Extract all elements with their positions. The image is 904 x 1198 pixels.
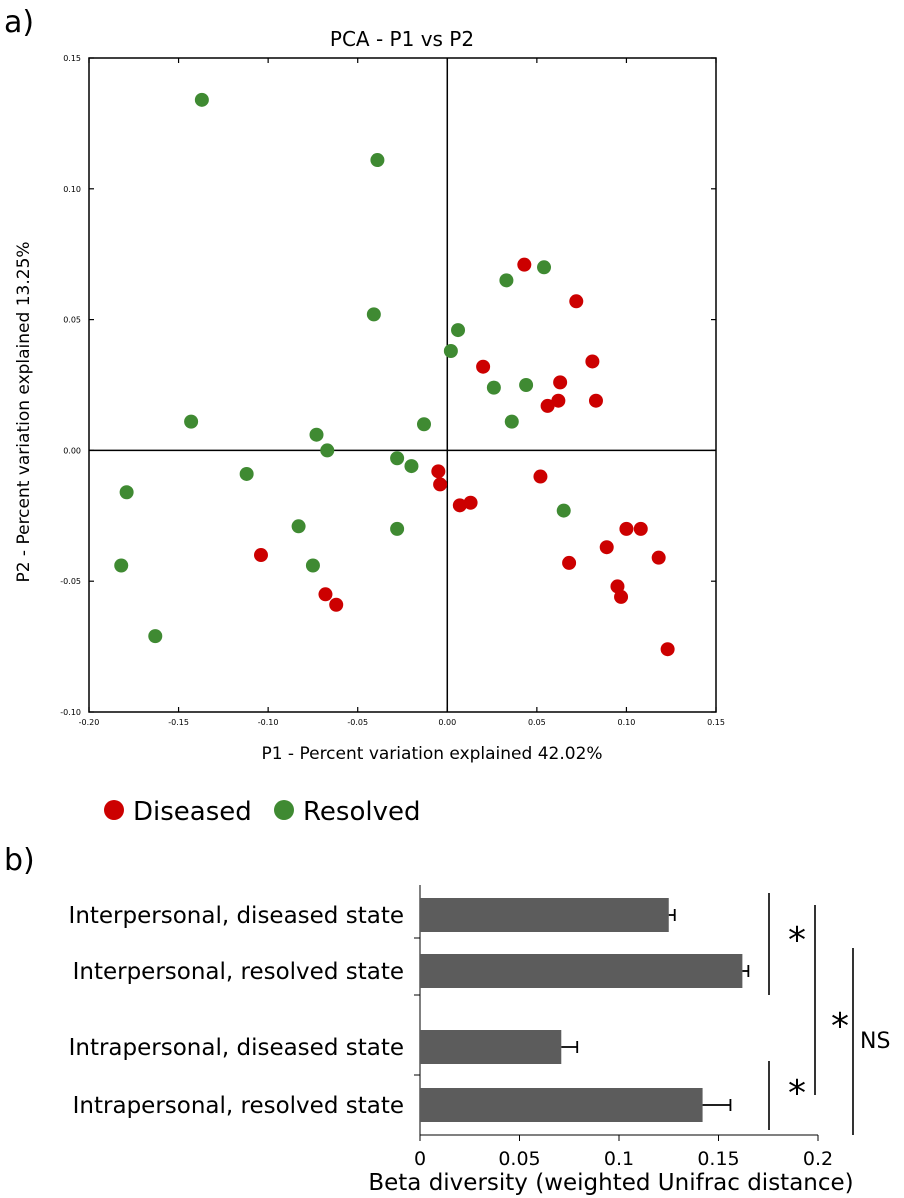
- bar-category-label: Intrapersonal, resolved state: [73, 1093, 404, 1119]
- legend-swatch-resolved: [274, 800, 294, 820]
- point-diseased: [253, 548, 268, 563]
- point-diseased: [476, 359, 491, 374]
- bar-category-label: Intrapersonal, diseased state: [69, 1035, 404, 1061]
- point-diseased: [553, 375, 568, 390]
- point-diseased: [433, 477, 448, 492]
- legend-label-resolved: Resolved: [303, 797, 420, 827]
- point-resolved: [194, 92, 209, 107]
- point-diseased: [651, 550, 666, 565]
- significance-label-ns: NS: [860, 1029, 890, 1054]
- bar-x-tick-label: 0.05: [498, 1148, 540, 1170]
- point-resolved: [519, 378, 534, 392]
- bar: [420, 1030, 562, 1064]
- pca-y-axis-label: P2 - Percent variation explained 13.25%: [14, 241, 34, 582]
- bar-x-tick-label: 0.1: [604, 1148, 634, 1170]
- bar-x-tick-label: 0: [414, 1148, 426, 1170]
- pca-x-tick-label: 0.10: [618, 718, 636, 727]
- point-resolved: [416, 417, 431, 432]
- point-resolved: [119, 485, 134, 500]
- legend-swatch-diseased: [104, 800, 124, 820]
- point-diseased: [463, 495, 478, 510]
- significance-label-star: *: [831, 1006, 849, 1047]
- point-resolved: [499, 273, 514, 288]
- point-diseased: [551, 393, 566, 408]
- point-diseased: [599, 540, 614, 555]
- pca-x-tick-label: 0.15: [707, 718, 725, 727]
- bar: [420, 898, 669, 932]
- pca-x-tick-label: 0.00: [438, 718, 456, 727]
- pca-x-tick-label: -0.20: [79, 718, 100, 727]
- pca-x-tick-label: -0.10: [258, 718, 279, 727]
- pca-y-tick-label: 0.10: [63, 185, 81, 194]
- point-diseased: [452, 498, 467, 513]
- pca-y-tick-label: 0.15: [63, 54, 81, 63]
- pca-y-tick-label: 0.00: [63, 446, 81, 455]
- point-diseased: [569, 294, 584, 309]
- pca-x-axis-label: P1 - Percent variation explained 42.02%: [261, 744, 602, 764]
- point-resolved: [366, 307, 381, 322]
- point-resolved: [305, 558, 320, 573]
- point-resolved: [320, 443, 335, 458]
- point-resolved: [291, 519, 306, 534]
- significance-label-star: *: [788, 1073, 806, 1114]
- point-resolved: [114, 558, 129, 573]
- bar-x-tick-label: 0.2: [803, 1148, 833, 1170]
- point-diseased: [318, 587, 333, 602]
- pca-plot: -0.20 -0.15 -0.10 -0.05 0.00 0.05 0.10 0.15 -0.1…: [60, 54, 725, 727]
- point-diseased: [585, 354, 600, 369]
- bar: [420, 954, 743, 988]
- bar-category-label: Interpersonal, diseased state: [69, 903, 404, 929]
- significance-label-star: *: [788, 920, 806, 961]
- point-diseased: [562, 555, 577, 570]
- point-resolved: [148, 629, 163, 644]
- point-resolved: [370, 153, 385, 168]
- point-diseased: [588, 393, 603, 408]
- point-diseased: [614, 589, 629, 604]
- pca-x-tick-label: 0.05: [528, 718, 546, 727]
- pca-ticks: -0.20 -0.15 -0.10 -0.05 0.00 0.05 0.10 0.15 -0.1…: [60, 54, 725, 727]
- point-resolved: [390, 451, 405, 466]
- bar-x-tick-label: 0.15: [697, 1148, 739, 1170]
- pca-legend: Diseased Resolved: [104, 797, 420, 827]
- point-diseased: [431, 464, 446, 479]
- point-resolved: [443, 343, 458, 358]
- point-diseased: [540, 398, 555, 413]
- bar-category-label: Interpersonal, resolved state: [73, 959, 404, 985]
- bar-x-axis-label: Beta diversity (weighted Unifrac distanc…: [368, 1170, 853, 1196]
- point-diseased: [660, 642, 675, 657]
- bar-plot: 0 0.05 0.1 0.15 0.2 Interpersonal, diseased s…: [69, 885, 890, 1170]
- point-resolved: [239, 466, 254, 481]
- point-resolved: [556, 503, 571, 518]
- point-diseased: [633, 521, 648, 536]
- pca-points: [114, 92, 675, 657]
- pca-title: PCA - P1 vs P2: [330, 27, 474, 51]
- point-resolved: [390, 521, 405, 536]
- legend-label-diseased: Diseased: [133, 797, 252, 827]
- point-diseased: [533, 469, 548, 484]
- point-diseased: [517, 257, 532, 272]
- pca-x-tick-label: -0.05: [347, 718, 368, 727]
- point-resolved: [451, 323, 466, 338]
- bar: [420, 1088, 703, 1122]
- pca-y-tick-label: -0.10: [60, 708, 81, 717]
- point-resolved: [184, 414, 199, 429]
- point-resolved: [504, 414, 519, 429]
- pca-y-tick-label: 0.05: [63, 316, 81, 325]
- point-diseased: [619, 521, 634, 536]
- pca-x-tick-label: -0.15: [168, 718, 189, 727]
- point-resolved: [404, 459, 419, 474]
- point-resolved: [537, 260, 552, 275]
- point-resolved: [486, 380, 501, 395]
- pca-y-tick-label: -0.05: [60, 577, 81, 586]
- point-resolved: [309, 427, 324, 442]
- pca-plot-frame: [88, 57, 717, 713]
- panel-b-label: b): [4, 843, 35, 878]
- panel-a-label: a): [4, 5, 34, 40]
- point-diseased: [329, 597, 344, 612]
